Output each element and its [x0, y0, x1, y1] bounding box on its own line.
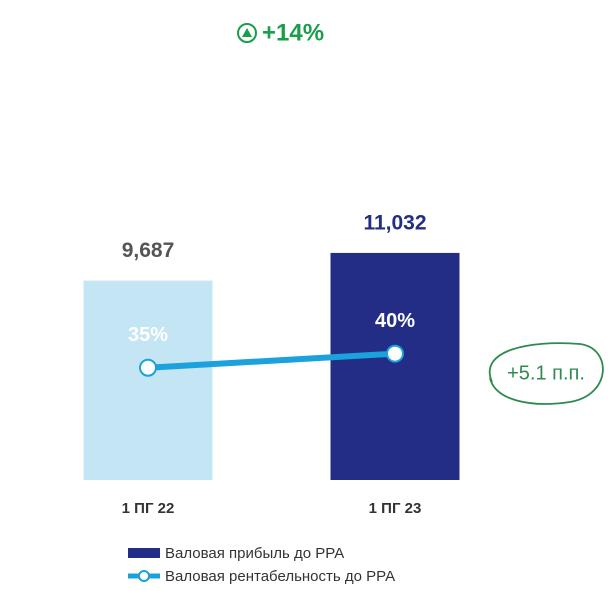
- legend-swatch-point: [138, 570, 150, 582]
- line-point: [386, 344, 404, 363]
- line-point: [139, 358, 157, 377]
- line-value-label: 35%: [128, 324, 168, 346]
- bar-value-label: 11,032: [363, 211, 426, 234]
- up-icon: [237, 23, 257, 43]
- legend-swatch: [128, 548, 160, 558]
- up-arrow: [242, 28, 252, 37]
- x-tick-label: 1 ПГ 23: [369, 500, 422, 517]
- margin-circle: [488, 342, 604, 405]
- bar: [330, 252, 460, 480]
- legend-label: Валовая рентабельность до РРА: [165, 568, 395, 585]
- x-tick-label: 1 ПГ 22: [122, 500, 175, 517]
- growth-annotation: +14%: [262, 19, 324, 46]
- bar-value-label: 9,687: [122, 239, 175, 262]
- line-value-label: 40%: [375, 310, 415, 332]
- margin-annotation: +5.1 п.п.: [507, 362, 585, 384]
- legend-label: Валовая прибыль до РРА: [165, 545, 344, 562]
- bar: [83, 280, 213, 480]
- margin-line: [147, 350, 396, 371]
